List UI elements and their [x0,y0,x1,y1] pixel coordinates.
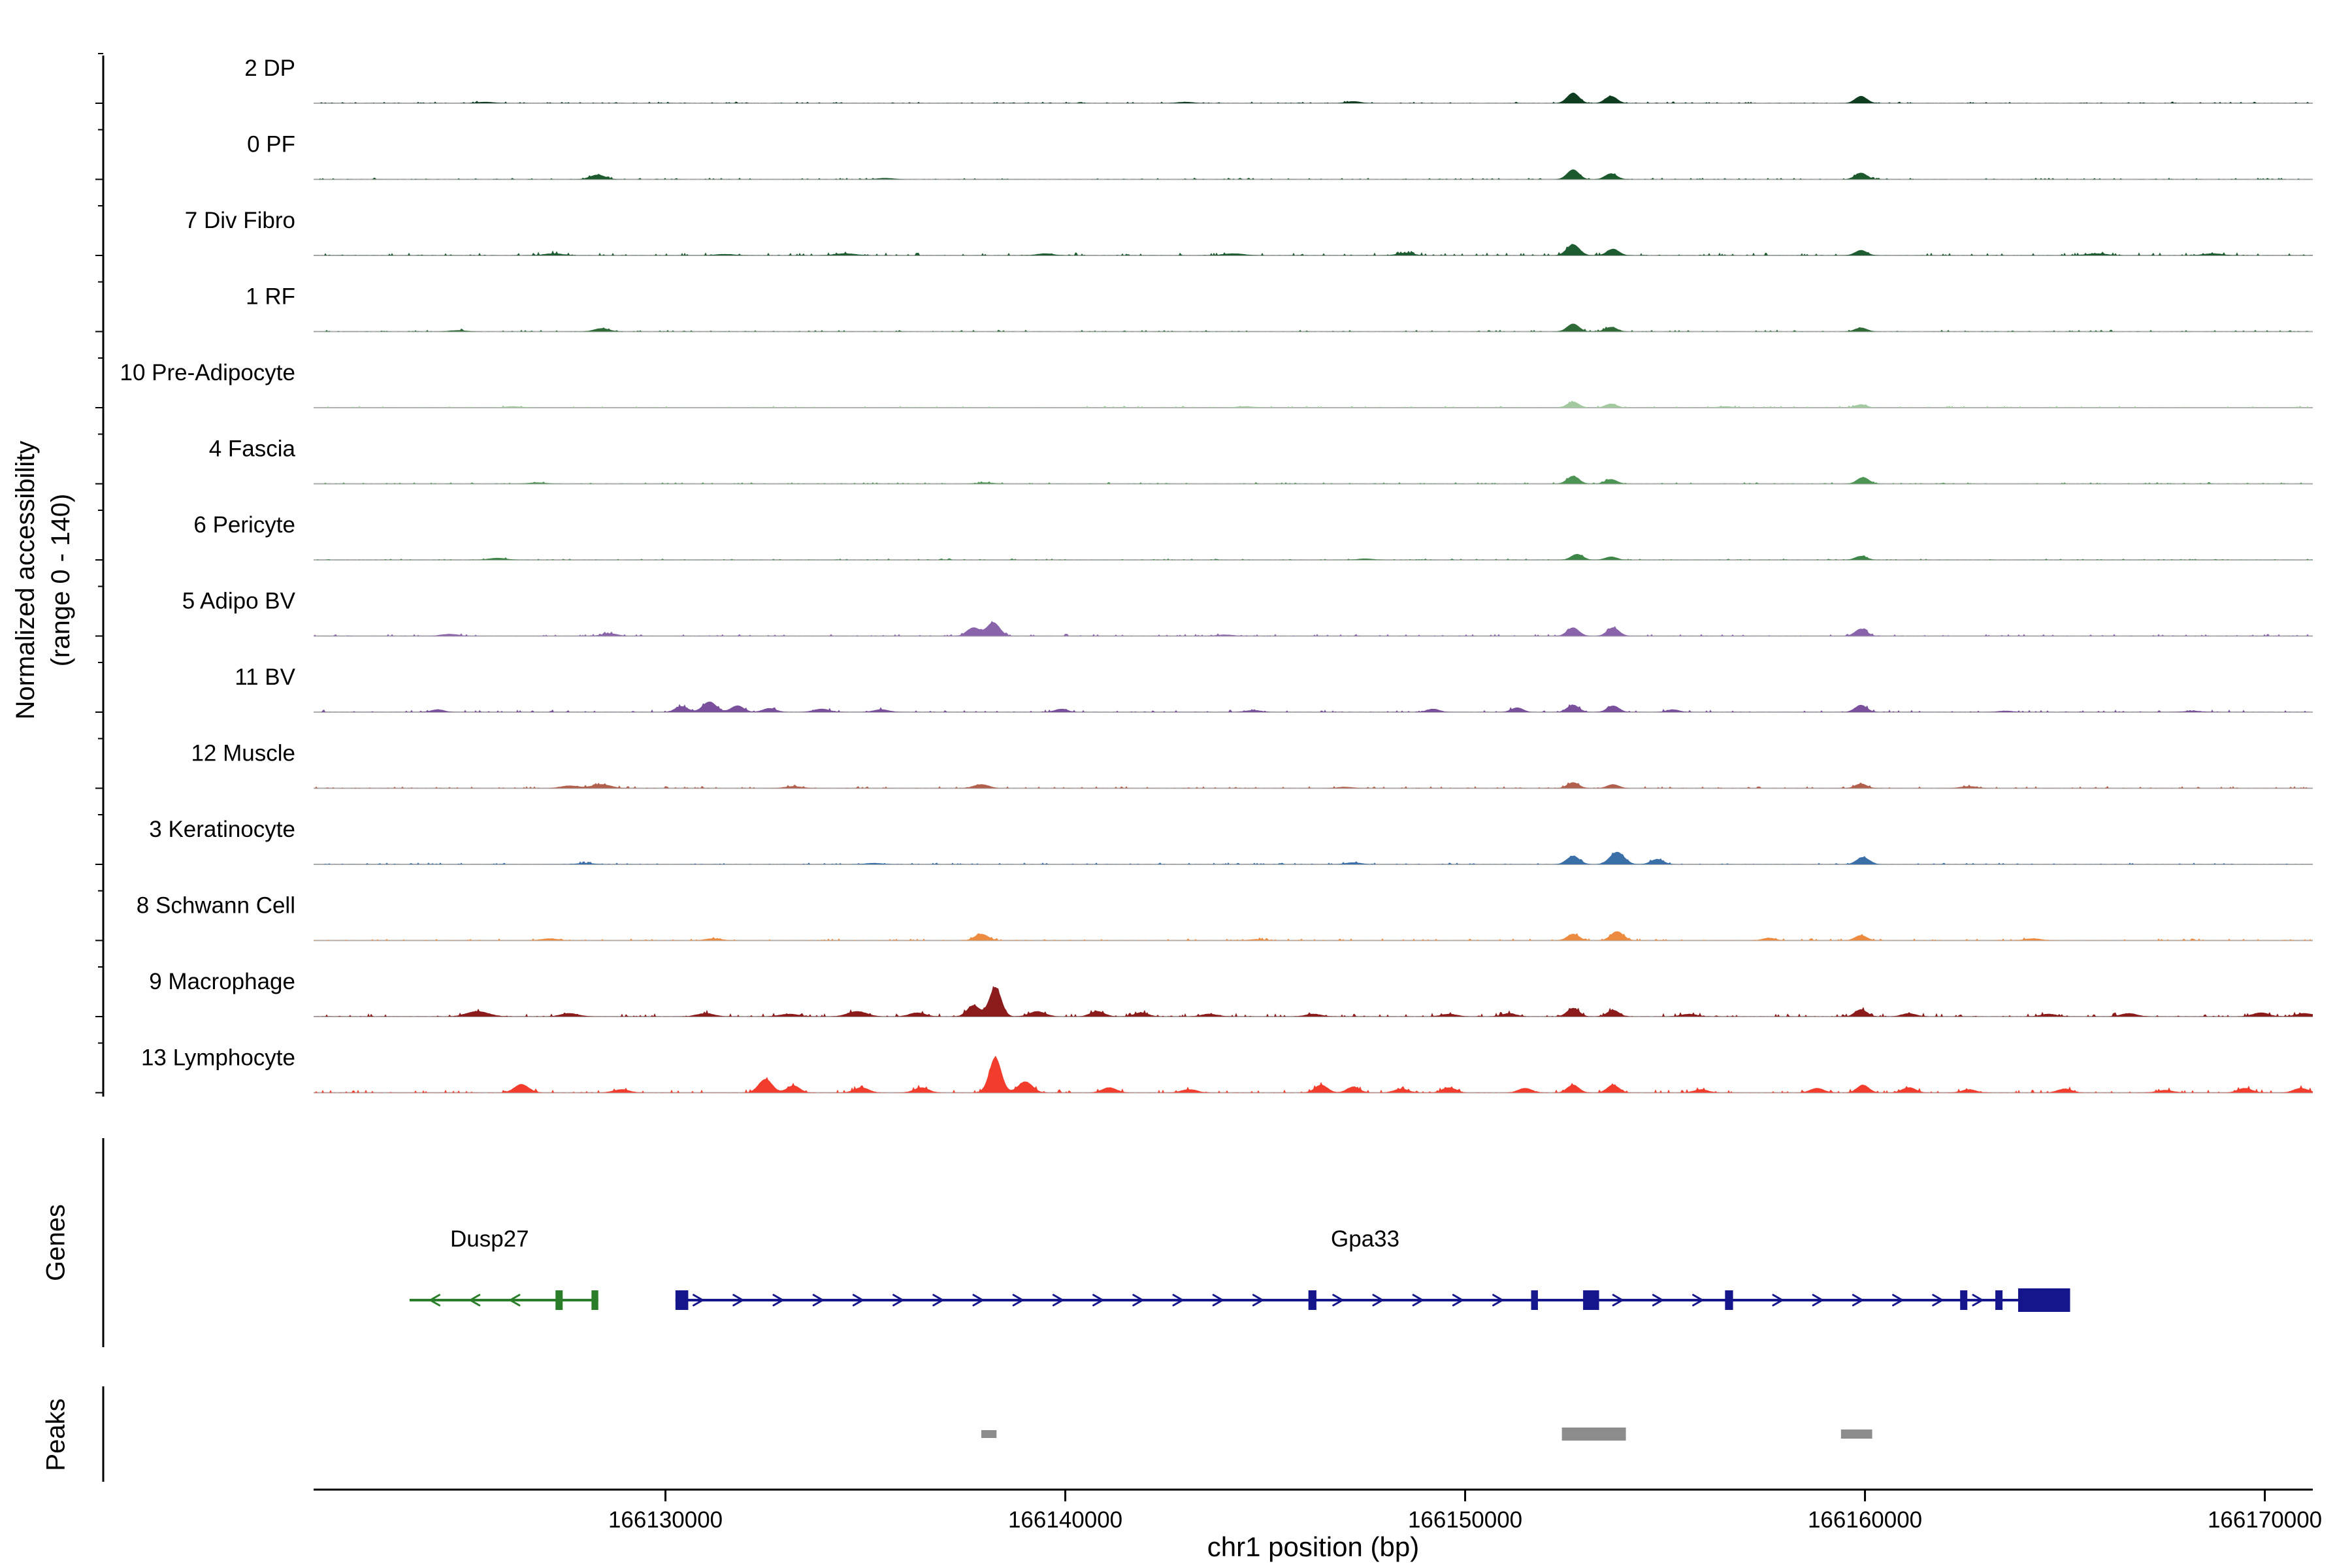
track-signal-8-schwann-cell [314,931,2313,941]
track-signal-1-rf [314,323,2313,332]
x-axis-tick-label: 166170000 [2208,1507,2322,1533]
gene-strand-arrow-gpa33 [732,1294,744,1307]
gene-strand-arrow-gpa33 [932,1294,944,1307]
gene-strand-arrow-gpa33 [1252,1294,1264,1307]
gene-exon-dusp27 [591,1290,598,1310]
gene-strand-arrow-gpa33 [1932,1294,1944,1307]
track-label-10-pre-adipocyte: 10 Pre-Adipocyte [120,360,295,385]
peak-region-2 [1840,1429,1872,1439]
track-signal-11-bv [314,701,2313,712]
gene-strand-arrow-gpa33 [1652,1294,1663,1307]
track-signal-6-pericyte [314,553,2313,560]
track-label-2-dp: 2 DP [244,56,295,81]
gene-strand-arrow-gpa33 [1172,1294,1184,1307]
gene-exon-gpa33 [675,1290,689,1310]
x-axis-tick-label: 166130000 [608,1507,723,1533]
peak-region-0 [981,1430,997,1438]
track-signal-13-lymphocyte [314,1055,2313,1093]
track-label-0-pf: 0 PF [247,132,295,157]
gene-strand-arrow-gpa33 [1612,1294,1624,1307]
gene-strand-arrow-dusp27 [469,1294,481,1307]
gene-strand-arrow-gpa33 [1372,1294,1384,1307]
gene-strand-arrow-gpa33 [1492,1294,1504,1307]
gene-exon-gpa33 [1583,1290,1599,1310]
track-label-1-rf: 1 RF [246,284,295,310]
track-label-8-schwann-cell: 8 Schwann Cell [137,893,295,919]
track-signal-12-muscle [314,782,2313,789]
gene-strand-arrow-gpa33 [1052,1294,1064,1307]
track-signal-4-fascia [314,475,2313,484]
track-signal-10-pre-adipocyte [314,400,2313,408]
x-axis-title: chr1 position (bp) [1207,1531,1420,1562]
track-signal-9-macrophage [314,986,2313,1017]
track-label-9-macrophage: 9 Macrophage [149,969,295,994]
gene-strand-arrow-gpa33 [812,1294,824,1307]
gene-label-dusp27: Dusp27 [450,1226,529,1252]
gene-strand-arrow-gpa33 [1452,1294,1463,1307]
track-label-4-fascia: 4 Fascia [209,436,296,462]
gene-strand-arrow-gpa33 [1972,1294,1984,1307]
gene-exon-gpa33 [1995,1290,2003,1310]
x-axis-tick-label: 166160000 [1808,1507,1922,1533]
gene-strand-arrow-gpa33 [693,1294,704,1307]
gene-exon-gpa33 [2017,1288,2070,1312]
gene-label-gpa33: Gpa33 [1331,1226,1399,1252]
track-label-13-lymphocyte: 13 Lymphocyte [141,1045,295,1071]
track-label-5-adipo-bv: 5 Adipo BV [182,589,296,614]
gene-exon-gpa33 [1308,1290,1316,1310]
gene-strand-arrow-gpa33 [852,1294,864,1307]
gene-strand-arrow-gpa33 [972,1294,984,1307]
gene-strand-arrow-gpa33 [1852,1294,1863,1307]
gene-strand-arrow-gpa33 [1892,1294,1904,1307]
gene-strand-arrow-gpa33 [1772,1294,1784,1307]
gene-strand-arrow-dusp27 [509,1294,521,1307]
track-label-11-bv: 11 BV [235,664,295,690]
x-axis-tick-label: 166140000 [1008,1507,1122,1533]
gene-exon-gpa33 [1960,1290,1968,1310]
gene-strand-arrow-gpa33 [1212,1294,1224,1307]
x-axis-tick-label: 166150000 [1408,1507,1522,1533]
gene-strand-arrow-gpa33 [1092,1294,1104,1307]
track-label-6-pericyte: 6 Pericyte [193,512,295,538]
gene-strand-arrow-gpa33 [892,1294,904,1307]
track-signal-7-div-fibro [314,244,2313,255]
track-label-3-keratinocyte: 3 Keratinocyte [149,817,295,842]
gene-strand-arrow-gpa33 [1812,1294,1823,1307]
gene-strand-arrow-dusp27 [429,1294,441,1307]
gene-exon-gpa33 [1725,1290,1733,1310]
track-signal-2-dp [314,92,2313,103]
track-signal-0-pf [314,169,2313,180]
gene-strand-arrow-gpa33 [1412,1294,1424,1307]
gene-strand-arrow-gpa33 [1012,1294,1024,1307]
gene-exon-dusp27 [555,1290,563,1310]
gene-strand-arrow-gpa33 [772,1294,784,1307]
track-label-7-div-fibro: 7 Div Fibro [185,208,295,233]
gene-strand-arrow-gpa33 [1332,1294,1344,1307]
gene-strand-arrow-gpa33 [1132,1294,1144,1307]
track-signal-3-keratinocyte [314,851,2313,864]
peak-region-1 [1561,1428,1626,1441]
track-signal-5-adipo-bv [314,621,2313,636]
gene-exon-gpa33 [1531,1290,1538,1310]
track-label-12-muscle: 12 Muscle [191,741,295,766]
gene-strand-arrow-gpa33 [1692,1294,1704,1307]
